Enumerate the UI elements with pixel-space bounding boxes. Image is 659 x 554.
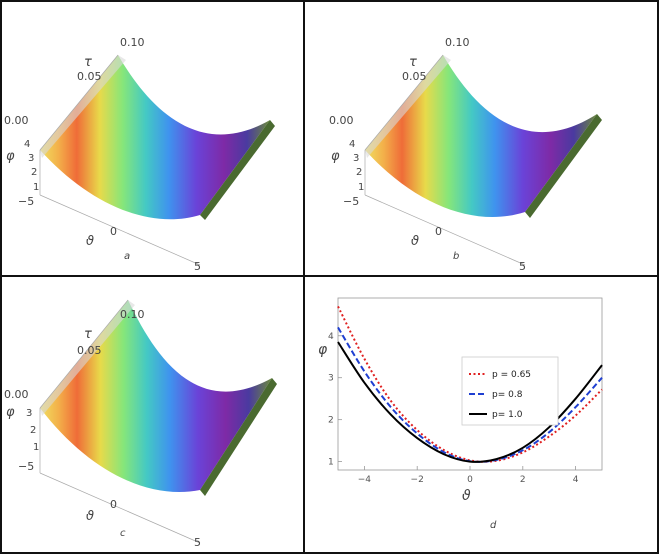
x-tick-label: 4: [573, 475, 579, 485]
panel-c-caption: c: [120, 528, 126, 539]
panel-a-phi-tick-0: 4: [24, 139, 30, 150]
x-tick-label: 0: [467, 475, 473, 485]
panel-a: 0.10 0.05 0.00 τ 4 3 2 1 φ −5 0 5 ϑ a: [4, 36, 275, 273]
panel-d-y-ticks: 1 2 3 4: [328, 332, 342, 468]
x-tick-label: −4: [358, 475, 372, 485]
legend-label-3: p= 1.0: [492, 410, 523, 420]
panel-c-tau-tick-0: 0.10: [120, 308, 145, 321]
panel-d-legend: p = 0.65 p= 0.8 p= 1.0: [461, 356, 559, 426]
panel-a-phi-label: φ: [6, 149, 15, 164]
panel-a-theta-tick-1: 0: [110, 225, 117, 238]
panel-c-tau-tick-1: 0.05: [77, 344, 102, 357]
panel-b-surface: [365, 55, 602, 218]
series-line-1: [337, 305, 603, 463]
panel-c-phi-tick-1: 2: [30, 425, 36, 436]
panel-b-caption: b: [453, 251, 459, 262]
panel-b-theta-label: ϑ: [411, 234, 419, 249]
panel-b-phi-tick-1: 3: [353, 153, 359, 164]
panel-a-tau-tick-1: 0.05: [77, 70, 102, 83]
panel-d-x-label: ϑ: [462, 488, 471, 504]
panel-c-tau-label: τ: [84, 327, 92, 342]
panel-b-tau-tick-0: 0.10: [445, 36, 470, 49]
panel-b-tau-tick-2: 0.00: [329, 114, 354, 127]
panel-b-tau-label: τ: [409, 55, 417, 70]
panel-a-phi-tick-2: 2: [31, 167, 37, 178]
panel-d: 1 2 3 4 −4 −2 0 2 4 φ ϑ d p = 0.65 p= 0.8 p= 1.0: [318, 297, 603, 531]
panel-c-phi-tick-2: 1: [33, 442, 39, 453]
panel-b-phi-tick-2: 2: [356, 167, 362, 178]
y-tick-label: 2: [328, 416, 334, 426]
panel-b-theta-tick-1: 0: [435, 225, 442, 238]
x-tick-label: 2: [520, 475, 526, 485]
panel-a-theta-label: ϑ: [86, 234, 94, 249]
y-tick-label: 1: [328, 458, 334, 468]
panel-b-theta-tick-0: −5: [343, 195, 359, 208]
panel-b: 0.10 0.05 0.00 τ 4 3 2 1 φ −5 0 5 ϑ b: [329, 36, 602, 273]
panel-a-tau-label: τ: [84, 55, 92, 70]
panel-c-theta-tick-2: 5: [194, 536, 201, 549]
panel-a-phi-tick-3: 1: [33, 182, 39, 193]
panel-a-surface: [40, 55, 275, 220]
panel-c-phi-tick-0: 3: [26, 408, 32, 419]
panel-c-box-edges: [39, 299, 201, 544]
x-tick-label: −2: [411, 475, 424, 485]
panel-b-box-edges: [364, 54, 526, 266]
panel-c-surface: [40, 300, 277, 496]
panel-d-x-ticks: −4 −2 0 2 4: [358, 466, 579, 485]
panel-b-theta-tick-2: 5: [519, 260, 526, 273]
legend-label-1: p = 0.65: [492, 370, 531, 380]
panel-a-theta-tick-0: −5: [18, 195, 34, 208]
panel-a-theta-tick-2: 5: [194, 260, 201, 273]
panel-c-theta-label: ϑ: [86, 509, 94, 524]
panel-d-caption: d: [490, 520, 497, 531]
panel-c-theta-tick-1: 0: [110, 498, 117, 511]
panel-c-phi-label: φ: [6, 405, 15, 420]
panel-b-tau-tick-1: 0.05: [402, 70, 427, 83]
y-tick-label: 3: [328, 374, 334, 384]
panel-a-caption: a: [124, 251, 130, 262]
panel-c-theta-tick-0: −5: [18, 460, 34, 473]
panel-c-tau-tick-2: 0.00: [4, 388, 29, 401]
panel-a-box-edges: [39, 54, 201, 266]
y-tick-label: 4: [328, 332, 334, 342]
panel-b-phi-label: φ: [331, 149, 340, 164]
panel-a-tau-tick-0: 0.10: [120, 36, 145, 49]
legend-label-2: p= 0.8: [492, 390, 523, 400]
panel-d-y-label: φ: [318, 342, 328, 358]
panel-b-phi-tick-3: 1: [358, 182, 364, 193]
panel-b-phi-tick-0: 4: [349, 139, 355, 150]
panel-a-phi-tick-1: 3: [28, 153, 34, 164]
panel-a-tau-tick-2: 0.00: [4, 114, 29, 127]
panel-c: 0.10 0.05 0.00 τ 3 2 1 φ −5 0 5 ϑ c: [4, 299, 277, 549]
